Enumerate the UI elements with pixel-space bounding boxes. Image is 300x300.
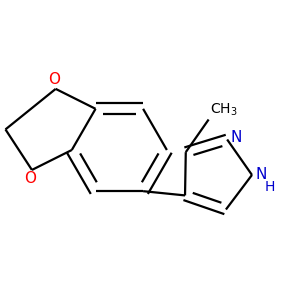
Text: CH$_3$: CH$_3$ xyxy=(210,102,238,118)
Text: N: N xyxy=(231,130,242,146)
Text: H: H xyxy=(265,181,275,194)
Text: N: N xyxy=(256,167,267,182)
Text: O: O xyxy=(48,72,60,87)
Text: O: O xyxy=(24,172,36,187)
